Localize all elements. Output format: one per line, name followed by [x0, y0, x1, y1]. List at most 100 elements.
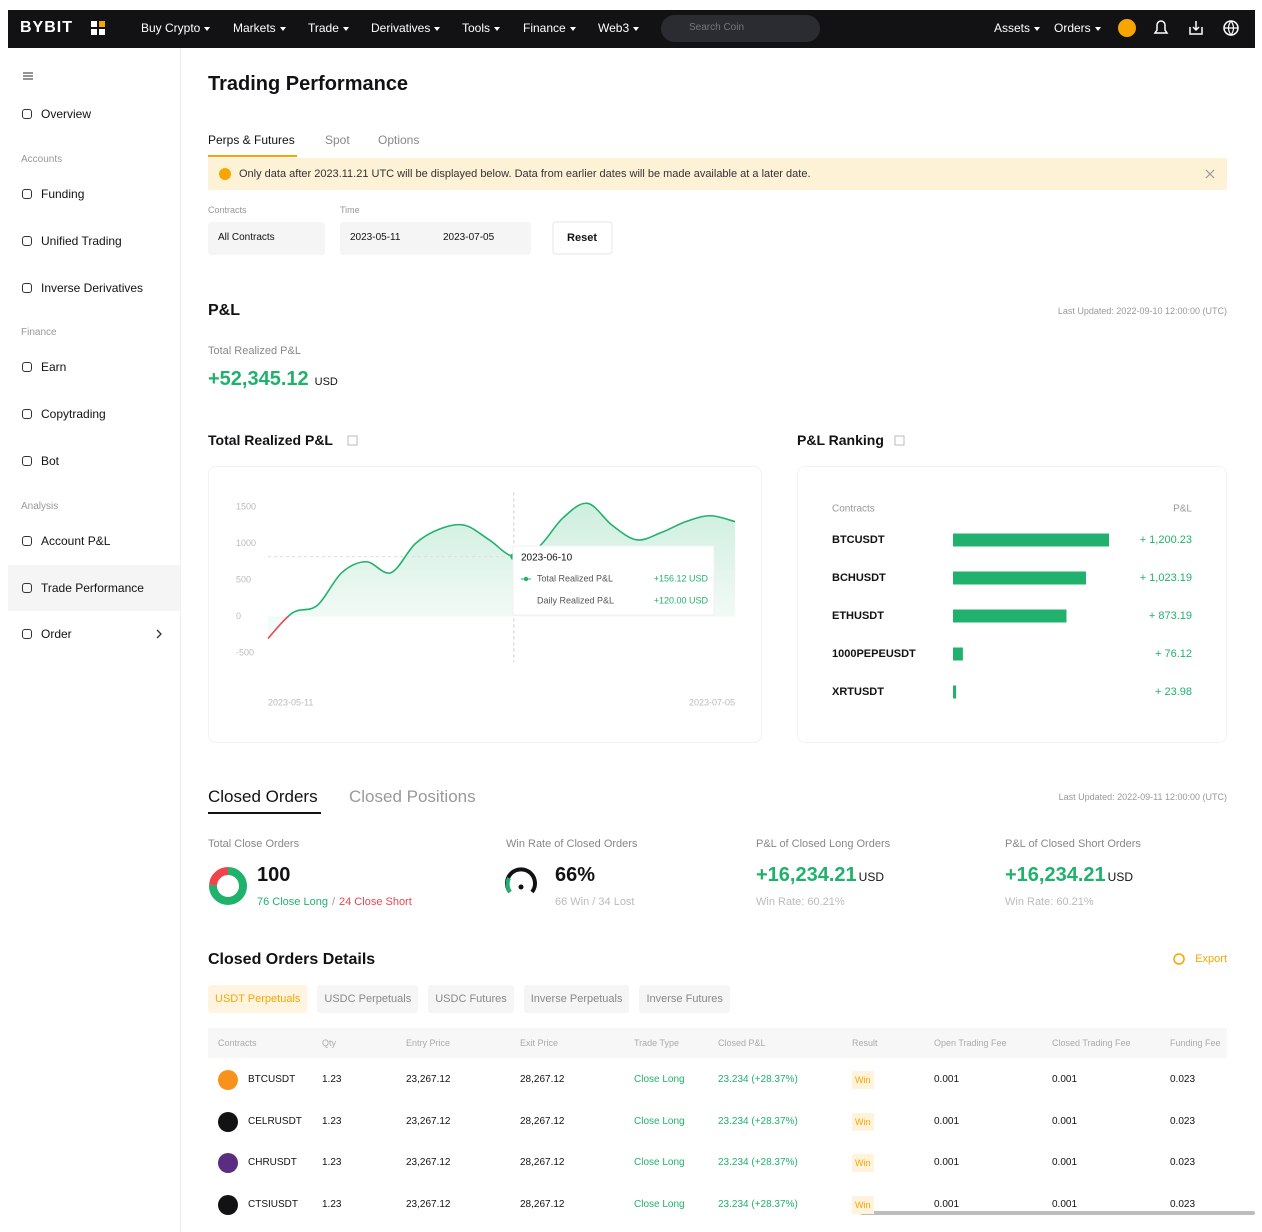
stat-value: 100 — [257, 864, 291, 886]
stat-unit: USD — [1107, 870, 1133, 884]
table-cell: 0.001 — [1052, 1074, 1078, 1085]
table-cell: CHRUSDT — [248, 1157, 297, 1168]
table-cell: CTSIUSDT — [248, 1198, 298, 1210]
table-header: Contracts — [218, 1038, 257, 1048]
nav-menu-item[interactable]: Derivatives — [371, 19, 440, 37]
detail-tab[interactable]: Inverse Perpetuals — [523, 985, 630, 1013]
table-header: Trade Type — [634, 1038, 680, 1048]
tab[interactable]: Spot — [325, 133, 350, 147]
search-box[interactable] — [661, 15, 820, 42]
separator: / — [331, 896, 336, 908]
table-cell: 28,267.12 — [520, 1074, 565, 1085]
active-item-bg — [8, 565, 180, 611]
sidebar-item[interactable]: Earn — [41, 360, 67, 374]
reset-button[interactable]: Reset — [567, 232, 597, 244]
nav-menu-item[interactable]: Web3 — [598, 19, 639, 37]
stat-sub: Win Rate: 60.21% — [1005, 896, 1094, 908]
sidebar-item[interactable]: Trade Performance — [41, 581, 144, 595]
detail-tab[interactable]: Inverse Futures — [639, 985, 730, 1013]
stat-label: Win Rate of Closed Orders — [506, 838, 638, 850]
table-cell: BTCUSDT — [248, 1074, 296, 1085]
table-cell: 23.234 (+28.37%) — [718, 1157, 798, 1168]
coin-icon — [218, 1111, 238, 1132]
table-cell: 23.234 (+28.37%) — [718, 1074, 798, 1085]
pie-segment — [209, 867, 247, 905]
sidebar-item[interactable]: Overview — [41, 107, 92, 121]
table-cell: 0.001 — [934, 1074, 960, 1085]
stat-value: +16,234.21 USD — [756, 863, 884, 889]
sidebar-item[interactable]: Inverse Derivatives — [41, 281, 144, 295]
search-placeholder[interactable]: Search Coin — [689, 22, 745, 33]
nav-menu-item[interactable]: Tools — [462, 19, 500, 37]
export-link[interactable]: Export — [1195, 953, 1227, 965]
table-cell: 0.001 — [934, 1115, 960, 1127]
table-cell: 1.23 — [322, 1074, 342, 1085]
sidebar-icon — [22, 536, 32, 546]
stat-label: Total Realized P&L — [208, 345, 301, 357]
nav-right-item[interactable]: Assets — [994, 19, 1040, 37]
sidebar-item[interactable]: Unified Trading — [41, 234, 122, 248]
logo[interactable]: BYBIT — [20, 19, 73, 36]
coin-icon — [218, 1194, 238, 1215]
notice-text: Only data after 2023.11.21 UTC will be d… — [239, 168, 811, 180]
nav-menu-item[interactable]: Markets — [233, 19, 286, 37]
table-cell: 0.023 — [1170, 1157, 1196, 1168]
notice-bar — [208, 158, 1227, 190]
table-cell: Win — [852, 1154, 874, 1172]
table-cell: Win — [852, 1112, 874, 1131]
coin-icon — [218, 1070, 238, 1090]
section-tab[interactable]: Closed Orders — [208, 787, 318, 806]
page-title: Trading Performance — [208, 73, 409, 95]
nav-menu-item[interactable]: Trade — [308, 19, 349, 37]
sidebar-item[interactable]: Bot — [41, 454, 60, 468]
sidebar-icon — [22, 409, 32, 419]
nav-right-item[interactable]: Orders — [1054, 19, 1101, 37]
stat-value: 66% — [555, 863, 595, 889]
table-cell: 1.23 — [322, 1115, 342, 1127]
nav-menu-item[interactable]: Finance — [523, 19, 576, 37]
detail-tabs: USDT Perpetuals USDC Perpetuals USDC Futur… — [208, 985, 730, 1013]
sidebar-heading: Finance — [21, 327, 57, 338]
table-cell: Win — [852, 1195, 874, 1214]
table-cell: Close Long — [634, 1198, 685, 1210]
select[interactable] — [208, 222, 325, 255]
table-cell: Close Long — [634, 1074, 685, 1085]
table-cell: 0.001 — [934, 1198, 960, 1210]
nav-menu-item[interactable]: Buy Crypto — [141, 19, 210, 37]
table-cell: 1.23 — [322, 1157, 342, 1168]
table-cell: 23,267.12 — [406, 1157, 451, 1168]
table-cell: 28,267.12 — [520, 1157, 565, 1168]
table-cell: 1.23 — [322, 1198, 342, 1210]
stat-number: 66% — [555, 864, 596, 886]
total-unit: USD — [314, 376, 338, 388]
detail-tab[interactable]: USDC Perpetuals — [317, 985, 419, 1013]
table-header: Exit Price — [520, 1038, 559, 1048]
sidebar-item[interactable]: Order — [41, 627, 72, 641]
table-cell: 0.001 — [934, 1157, 960, 1168]
stat-unit: USD — [858, 870, 884, 884]
sidebar-item[interactable]: Copytrading — [41, 407, 106, 421]
sidebar-icon — [22, 456, 32, 466]
table-cell: 23.234 (+28.37%) — [718, 1198, 798, 1210]
table-cell: Win — [852, 1071, 874, 1089]
table-cell: 0.001 — [1052, 1115, 1078, 1127]
stat-label: P&L of Closed Short Orders — [1005, 838, 1141, 850]
table-cell: 0.023 — [1170, 1115, 1196, 1127]
tab[interactable]: Options — [378, 133, 420, 147]
table-cell: 0.001 — [1052, 1157, 1078, 1168]
scrollbar[interactable] — [860, 1211, 1255, 1215]
section-tab[interactable]: Closed Positions — [349, 787, 476, 806]
detail-tab[interactable]: USDC Futures — [428, 985, 514, 1013]
sidebar-icon — [22, 283, 32, 293]
sidebar-heading: Analysis — [21, 501, 59, 512]
tab[interactable]: Perps & Futures — [208, 133, 295, 147]
table-cell: Close Long — [634, 1115, 685, 1127]
sidebar-item[interactable]: Funding — [41, 187, 85, 201]
sidebar-item[interactable]: Account P&L — [41, 534, 111, 548]
sidebar-icon — [22, 583, 32, 593]
chart-card — [208, 466, 762, 743]
select-value: All Contracts — [218, 232, 275, 243]
detail-tab[interactable]: USDT Perpetuals — [208, 985, 308, 1013]
date-range[interactable] — [340, 222, 531, 255]
section-title: P&L — [208, 302, 240, 319]
